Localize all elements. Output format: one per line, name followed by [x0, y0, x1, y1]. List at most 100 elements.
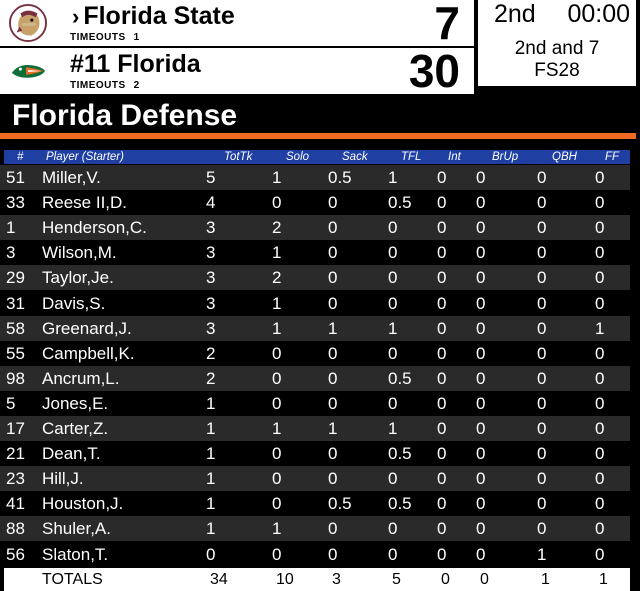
cell-tottk: 3	[206, 218, 216, 238]
cell-tfl: 1	[388, 419, 398, 438]
cell-name: Hill,J.	[42, 469, 84, 489]
cell-solo: 0	[272, 368, 282, 388]
table-row[interactable]: 3 Wilson,M. 3 1 0 0 0 0 0 0	[0, 240, 630, 265]
cell-num: 23	[6, 469, 25, 489]
table-row[interactable]: 51 Miller,V. 5 1 0.5 1 0 0 0 0	[0, 165, 630, 190]
cell-sack: 1	[328, 318, 338, 338]
table-row[interactable]: 58 Greenard,J. 3 1 1 1 0 0 0 1	[0, 315, 630, 341]
header-number[interactable]: #	[17, 151, 24, 163]
accent-divider	[0, 133, 636, 139]
totals-qbh: 1	[541, 571, 550, 588]
cell-int: 0	[437, 268, 447, 288]
table-row[interactable]: 5 Jones,E. 1 0 0 0 0 0 0 0	[0, 391, 630, 416]
cell-solo: 0	[272, 444, 282, 464]
table-row[interactable]: 88 Shuler,A. 1 1 0 0 0 0 0 0	[0, 516, 630, 542]
cell-tottk: 1	[206, 419, 216, 438]
header-brup[interactable]: BrUp	[492, 151, 519, 163]
header-sack[interactable]: Sack	[342, 151, 368, 163]
table-row[interactable]: 17 Carter,Z. 1 1 1 1 0 0 0 0	[0, 416, 630, 441]
cell-tfl: 0.5	[388, 494, 412, 514]
cell-qbh: 0	[537, 519, 547, 539]
cell-ff: 0	[595, 193, 605, 213]
totals-int: 0	[441, 571, 450, 588]
cell-name: Davis,S.	[42, 293, 106, 313]
cell-qbh: 0	[537, 343, 547, 363]
cell-qbh: 0	[537, 469, 547, 489]
cell-int: 0	[437, 193, 447, 213]
table-row[interactable]: 21 Dean,T. 1 0 0 0.5 0 0 0 0	[0, 441, 630, 466]
cell-ff: 0	[595, 494, 605, 514]
cell-solo: 0	[272, 469, 282, 489]
header-qbh[interactable]: QBH	[552, 151, 577, 163]
table-row[interactable]: 33 Reese II,D. 4 0 0 0.5 0 0 0 0	[0, 190, 630, 215]
header-int[interactable]: Int	[448, 151, 461, 163]
cell-num: 21	[6, 444, 25, 464]
cell-name: Carter,Z.	[42, 419, 109, 438]
table-row[interactable]: 56 Slaton,T. 0 0 0 0 0 0 1 0	[0, 542, 630, 567]
cell-tfl: 0.5	[388, 368, 412, 388]
cell-num: 33	[6, 193, 25, 213]
table-row[interactable]: 41 Houston,J. 1 0 0.5 0.5 0 0 0 0	[0, 491, 630, 516]
cell-tfl: 0	[388, 544, 398, 564]
cell-solo: 1	[272, 519, 282, 539]
away-team-row[interactable]: #11 Florida TIMEOUTS 2 30	[0, 45, 474, 97]
cell-brup: 0	[476, 519, 486, 539]
cell-tottk: 4	[206, 193, 216, 213]
game-clock: 00:00	[567, 0, 630, 28]
cell-brup: 0	[476, 343, 486, 363]
totals-ff: 1	[599, 571, 608, 588]
cell-ff: 0	[595, 218, 605, 238]
header-total-tackles[interactable]: TotTk	[224, 151, 253, 163]
totals-solo: 10	[276, 571, 294, 588]
cell-name: Houston,J.	[42, 494, 124, 514]
cell-int: 0	[437, 393, 447, 413]
table-row[interactable]: 55 Campbell,K. 2 0 0 0 0 0 0 0	[0, 341, 630, 366]
cell-int: 0	[437, 419, 447, 438]
table-row[interactable]: 29 Taylor,Je. 3 2 0 0 0 0 0 0	[0, 265, 630, 291]
cell-tfl: 0	[388, 293, 398, 313]
away-timeouts-count: 2	[133, 80, 140, 91]
home-team-row[interactable]: › Florida State TIMEOUTS 1 7	[0, 0, 474, 48]
cell-ff: 0	[595, 343, 605, 363]
cell-qbh: 0	[537, 268, 547, 288]
header-ff[interactable]: FF	[605, 151, 620, 163]
scoreboard: › Florida State TIMEOUTS 1 7 #11 Florida T…	[0, 0, 640, 97]
totals-tottk: 34	[210, 571, 228, 588]
cell-brup: 0	[476, 168, 486, 187]
cell-tottk: 1	[206, 469, 216, 489]
cell-num: 29	[6, 268, 25, 288]
header-tfl[interactable]: TFL	[401, 151, 422, 163]
cell-int: 0	[437, 243, 447, 263]
cell-qbh: 0	[537, 444, 547, 464]
cell-ff: 0	[595, 293, 605, 313]
cell-tfl: 0	[388, 393, 398, 413]
cell-solo: 1	[272, 243, 282, 263]
cell-qbh: 0	[537, 218, 547, 238]
cell-int: 0	[437, 168, 447, 187]
table-row[interactable]: 1 Henderson,C. 3 2 0 0 0 0 0 0	[0, 215, 630, 241]
table-row[interactable]: 31 Davis,S. 3 1 0 0 0 0 0 0	[0, 291, 630, 316]
header-solo[interactable]: Solo	[286, 151, 310, 163]
cell-sack: 0	[328, 343, 338, 363]
cell-qbh: 0	[537, 368, 547, 388]
table-row[interactable]: 98 Ancrum,L. 2 0 0 0.5 0 0 0 0	[0, 365, 630, 391]
cell-qbh: 0	[537, 494, 547, 514]
cell-tfl: 0	[388, 519, 398, 539]
cell-int: 0	[437, 544, 447, 564]
cell-num: 31	[6, 293, 25, 313]
cell-solo: 0	[272, 393, 282, 413]
away-score: 30	[408, 45, 460, 97]
cell-int: 0	[437, 519, 447, 539]
header-player[interactable]: Player (Starter)	[46, 151, 124, 163]
cell-name: Jones,E.	[42, 393, 109, 413]
cell-ff: 0	[595, 393, 605, 413]
cell-ff: 0	[595, 469, 605, 489]
cell-name: Ancrum,L.	[42, 368, 120, 388]
cell-int: 0	[437, 469, 447, 489]
cell-tottk: 3	[206, 243, 216, 263]
cell-ff: 0	[595, 444, 605, 464]
totals-label: TOTALS	[42, 571, 103, 588]
cell-num: 55	[6, 343, 25, 363]
away-timeouts: TIMEOUTS 2	[70, 80, 140, 91]
table-row[interactable]: 23 Hill,J. 1 0 0 0 0 0 0 0	[0, 466, 630, 492]
